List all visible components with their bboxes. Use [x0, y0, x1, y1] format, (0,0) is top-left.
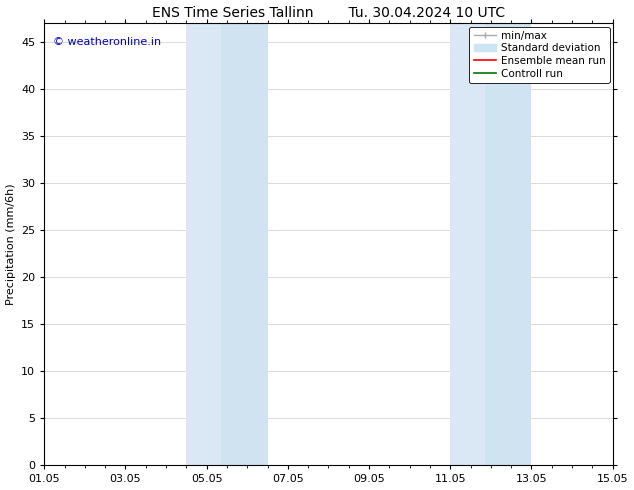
Bar [450, 24, 485, 465]
Bar [221, 24, 268, 465]
Legend: min/max, Standard deviation, Ensemble mean run, Controll run: min/max, Standard deviation, Ensemble me… [469, 26, 609, 83]
Y-axis label: Precipitation (mm/6h): Precipitation (mm/6h) [6, 184, 16, 305]
Text: © weatheronline.in: © weatheronline.in [53, 37, 161, 47]
Bar [186, 24, 221, 465]
Title: ENS Time Series Tallinn        Tu. 30.04.2024 10 UTC: ENS Time Series Tallinn Tu. 30.04.2024 1… [152, 5, 505, 20]
Bar [485, 24, 531, 465]
